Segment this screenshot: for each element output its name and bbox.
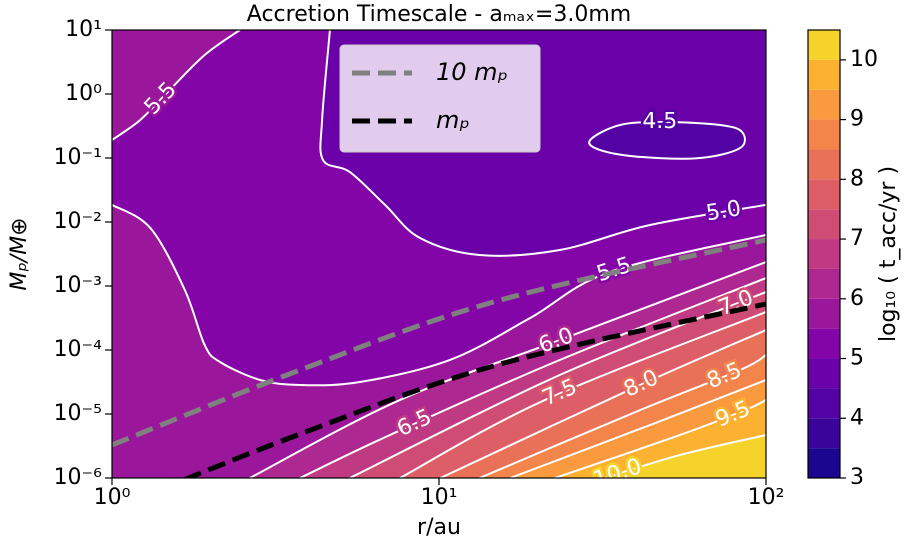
x-tick-label: 10⁰ — [94, 485, 131, 510]
contour-line — [588, 121, 746, 160]
colorbar-band — [808, 358, 840, 389]
contour-line — [509, 379, 766, 478]
legend-label: mₚ — [436, 106, 470, 134]
colorbar-band — [808, 59, 840, 90]
contour-line — [439, 329, 766, 478]
colorbar-band — [808, 328, 840, 359]
colorbar-band — [808, 119, 840, 150]
contour-line — [479, 354, 766, 478]
line-series — [112, 237, 766, 448]
contour-line — [604, 434, 766, 478]
y-tick-label: 10⁻² — [54, 209, 102, 234]
y-tick-label: 10⁻¹ — [54, 145, 102, 170]
colorbar-tick-label: 9 — [850, 107, 864, 132]
colorbar-tick-label: 8 — [850, 166, 864, 191]
y-axis-label: Mₚ/M⊕ — [7, 217, 32, 290]
contour-line — [112, 204, 766, 387]
contour-line — [349, 291, 766, 478]
contour-line — [319, 30, 766, 257]
colorbar-band — [808, 239, 840, 269]
chart-title: Accretion Timescale - aₘₐₓ=3.0mm — [247, 2, 631, 27]
contour-fill — [589, 122, 745, 159]
line-series — [181, 301, 766, 478]
y-tick-label: 10¹ — [65, 17, 102, 42]
colorbar-band — [808, 388, 840, 419]
colorbar-tick-label: 4 — [850, 405, 864, 430]
contour-line — [554, 399, 766, 478]
contour-line — [112, 30, 241, 141]
colorbar-label: log₁₀ ( t_acc/yr ) — [876, 166, 901, 342]
colorbar-band — [808, 298, 840, 329]
colorbar-band — [808, 268, 840, 299]
y-tick-label: 10⁻³ — [54, 273, 102, 298]
x-axis-label: r/au — [417, 515, 461, 540]
colorbar-tick-label: 7 — [850, 226, 864, 251]
overlay: 10⁰ 10¹ 10² 10⁻⁶ 10⁻⁵ 10⁻⁴ 10⁻³ 10⁻² 10⁻¹ 10⁰ 10¹ 1… — [54, 17, 878, 510]
contour-label: 4.5 — [642, 109, 677, 134]
colorbar-band — [808, 30, 840, 60]
contour-fill — [605, 434, 766, 478]
contour-line — [299, 277, 766, 478]
colorbar-tick-label: 6 — [850, 286, 864, 311]
y-tick-label: 10⁻⁶ — [54, 465, 103, 490]
y-tick-label: 10⁻⁴ — [54, 337, 103, 362]
colorbar-band — [808, 448, 840, 478]
contour-line — [399, 311, 766, 478]
colorbar-tick-label: 5 — [850, 346, 864, 371]
colorbar-band — [808, 209, 840, 240]
y-tick-label: 10⁻⁵ — [54, 401, 102, 426]
colorbar-tick-label: 3 — [850, 465, 864, 490]
colorbar-tick-label: 10 — [850, 47, 878, 72]
x-tick-label: 10² — [748, 485, 785, 510]
colorbar-band — [808, 179, 840, 210]
contour-fill — [112, 30, 240, 141]
plot-area: 5.55.04.55.56.06.57.07.5 8.0 8.59.510.0 — [112, 30, 766, 478]
x-tick-label: 10¹ — [421, 485, 458, 510]
y-tick-label: 10⁰ — [65, 81, 102, 106]
colorbar-band — [808, 149, 840, 180]
colorbar-band — [808, 418, 840, 449]
colorbar-frame — [807, 29, 841, 479]
legend-label: 10 mₚ — [436, 58, 508, 86]
colorbar-band — [808, 89, 840, 120]
